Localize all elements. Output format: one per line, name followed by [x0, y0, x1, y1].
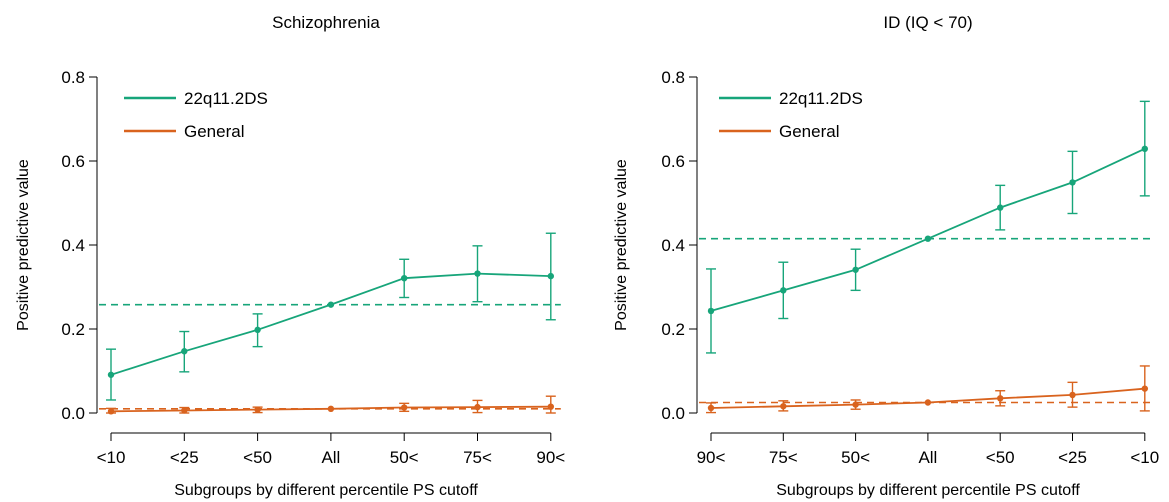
legend-label: General	[184, 122, 244, 141]
data-point	[327, 405, 335, 412]
data-point	[401, 274, 408, 282]
data-point	[474, 270, 481, 277]
chart-title: Schizophrenia	[272, 13, 380, 32]
x-tick-label: All	[321, 448, 340, 467]
x-tick-label: <25	[1058, 448, 1087, 467]
x-tick-label: <50	[986, 448, 1015, 467]
data-point	[547, 403, 554, 410]
y-tick-label: 0.0	[661, 404, 685, 423]
data-point	[474, 403, 481, 411]
data-point	[852, 401, 859, 408]
y-tick-label: 0.8	[61, 68, 85, 87]
data-point	[327, 301, 335, 308]
data-point	[547, 272, 554, 280]
x-tick-label: 75<	[769, 448, 798, 467]
data-point	[780, 403, 787, 410]
y-tick-label: 0.4	[661, 236, 685, 255]
x-tick-label: <25	[170, 448, 199, 467]
y-tick-label: 0.8	[661, 68, 685, 87]
series-general	[99, 395, 561, 415]
data-point	[852, 266, 859, 273]
series-line	[110, 272, 551, 376]
data-point	[254, 406, 261, 413]
data-point	[924, 235, 932, 242]
data-point	[401, 404, 408, 411]
legend-label: 22q11.2DS	[779, 89, 863, 108]
series-syndrome	[99, 232, 561, 401]
y-tick-label: 0.2	[61, 320, 85, 339]
y-tick-label: 0.6	[661, 152, 685, 171]
x-tick-label: <10	[1130, 448, 1159, 467]
y-tick-label: 0.2	[661, 320, 685, 339]
x-tick-label: 90<	[536, 448, 565, 467]
y-tick-label: 0.6	[61, 152, 85, 171]
data-point	[254, 326, 261, 334]
data-point	[181, 348, 188, 355]
y-axis-label: Positive predictive value	[613, 159, 630, 331]
series-line	[710, 147, 1146, 312]
data-point	[997, 395, 1004, 402]
y-tick-label: 0.4	[61, 236, 85, 255]
series-syndrome	[699, 100, 1155, 354]
x-axis-label: Subgroups by different percentile PS cut…	[174, 482, 478, 499]
data-point	[997, 204, 1004, 211]
data-point	[924, 399, 932, 406]
data-point	[1141, 385, 1149, 392]
y-tick-label: 0.0	[61, 404, 85, 423]
chart-panel-2: ID (IQ < 70) 0.0 0.2 0.4 0.6 0.8 90< 75< 50< All <…	[613, 13, 1159, 499]
data-point	[1069, 179, 1076, 186]
x-tick-label: <50	[243, 448, 272, 467]
x-tick-label: All	[918, 448, 937, 467]
data-point	[1069, 391, 1076, 399]
legend-label: General	[779, 122, 839, 141]
x-axis-label: Subgroups by different percentile PS cut…	[776, 482, 1080, 499]
data-point	[107, 371, 115, 378]
legend-label: 22q11.2DS	[184, 89, 268, 108]
chart-panel-1: Schizophrenia 0.0 0.2 0.4 0.6 0.8 <10 <25 <50 All…	[15, 13, 565, 499]
data-point	[181, 407, 188, 414]
x-tick-label: <10	[97, 448, 126, 467]
data-point	[780, 287, 787, 294]
chart-title: ID (IQ < 70)	[883, 13, 972, 32]
data-point	[707, 307, 715, 315]
x-tick-label: 50<	[841, 448, 870, 467]
data-point	[1141, 145, 1149, 153]
x-tick-label: 75<	[463, 448, 492, 467]
x-tick-label: 90<	[697, 448, 726, 467]
data-point	[107, 408, 115, 415]
x-tick-label: 50<	[390, 448, 419, 467]
series-general	[699, 365, 1155, 414]
data-point	[707, 404, 715, 412]
y-axis-label: Positive predictive value	[15, 159, 32, 331]
